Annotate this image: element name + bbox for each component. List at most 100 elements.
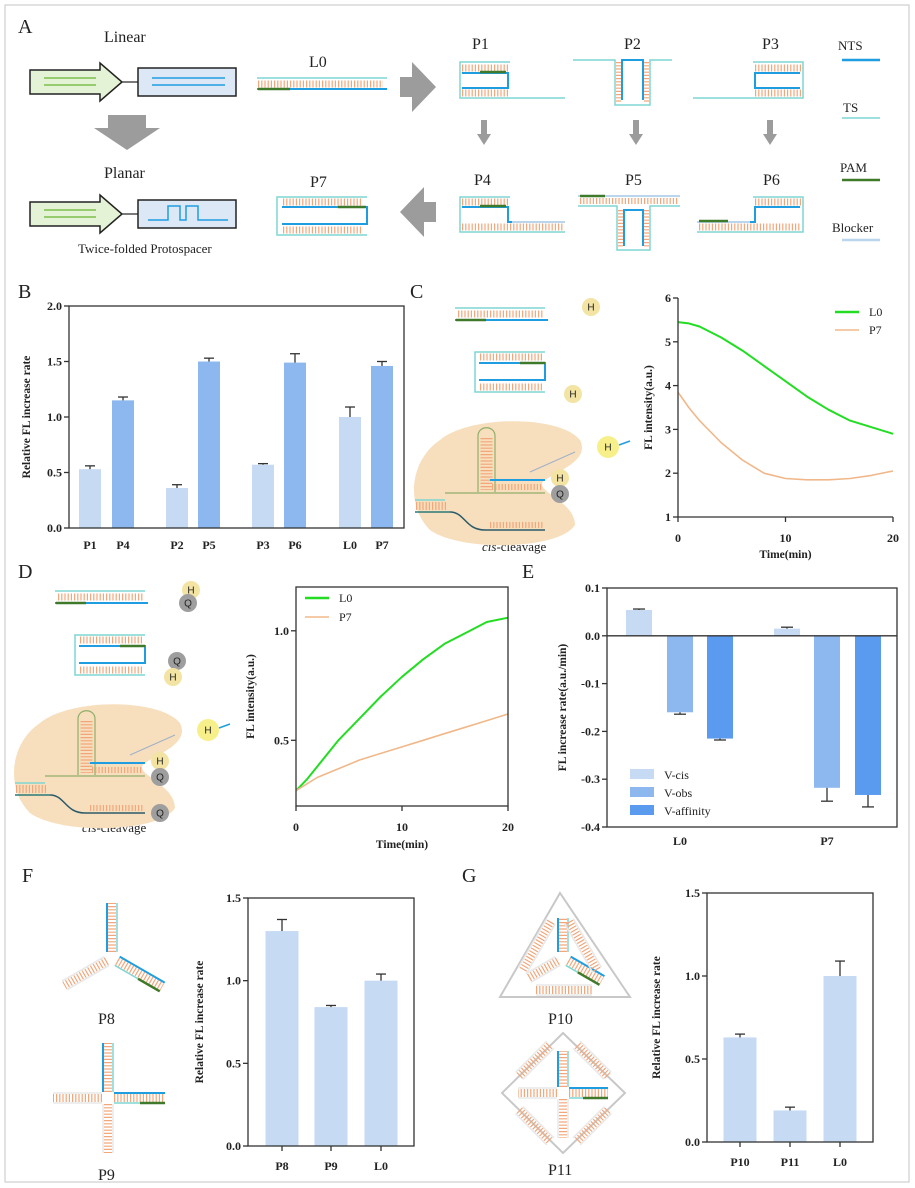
released-hex-fluorophore: H	[597, 436, 619, 458]
circle-letter: H	[569, 390, 576, 401]
structure-label-p3: P3	[762, 36, 779, 53]
circle	[564, 385, 582, 403]
strand	[66, 964, 110, 991]
strand	[526, 923, 556, 973]
circle	[551, 485, 569, 503]
bar-p5	[198, 361, 220, 528]
y-tick-label: 1.5	[47, 355, 62, 369]
hex-fluorophore: H	[564, 385, 582, 403]
y-axis-label: Relative FL increase rate	[194, 961, 206, 1084]
bar-p9	[314, 1007, 348, 1146]
bar-p3	[252, 464, 274, 528]
x-tick-label: 20	[502, 820, 514, 834]
legend-label: V-cis	[664, 768, 689, 782]
bar-p7-v-affinity	[855, 635, 881, 795]
y-tick-label: 1	[665, 510, 671, 524]
line-series-p7	[677, 391, 894, 481]
quencher: Q	[151, 768, 169, 786]
protospacer-box	[137, 67, 237, 97]
panel-label-c: C	[410, 281, 423, 303]
bar-p1	[79, 469, 101, 528]
helix-arm	[114, 955, 166, 993]
cleaved-fragment	[218, 723, 231, 729]
helix-arm	[525, 956, 561, 983]
strand	[572, 1106, 605, 1139]
helix-arm	[53, 1092, 102, 1104]
circle	[551, 469, 569, 487]
chart-d: 0.5 1.0 FL intensity(a.u.) L0 P7 0 10 20 Time(mi…	[245, 586, 514, 851]
strand	[518, 918, 548, 968]
legend-label: P7	[339, 610, 352, 624]
line-series-l0	[677, 321, 894, 435]
strand	[49, 794, 145, 814]
circle-letter: H	[587, 303, 594, 314]
quencher: Q	[151, 804, 169, 822]
released-hex-fluorophore: H	[197, 719, 219, 741]
circle	[197, 719, 219, 741]
legend-label: V-affinity	[664, 804, 711, 818]
x-tick-label: 0	[293, 820, 299, 834]
y-tick-label: -0.3	[581, 772, 600, 786]
legend-label: P7	[869, 323, 882, 337]
y-tick-label: -0.2	[581, 724, 600, 738]
circle-letter: Q	[556, 490, 564, 501]
x-tick-label: P8	[275, 1159, 288, 1173]
chart-f: 0.0 0.5 1.0 1.5 Relative FL increase rate P8 P…	[194, 891, 415, 1173]
y-tick-label: 1.0	[226, 974, 241, 988]
strand	[449, 511, 545, 531]
circle	[151, 752, 169, 770]
linear-construct	[29, 61, 237, 103]
helix-arm	[572, 1040, 612, 1080]
circle-letter: Q	[173, 657, 181, 668]
figure-border	[4, 4, 910, 1183]
y-axis-label: Relative FL increase rate	[21, 356, 33, 479]
y-axis-label: Relative FL increase rate	[651, 956, 663, 1079]
helix-arm	[102, 1043, 114, 1092]
y-tick-label: 2	[665, 466, 671, 480]
bar-p7-v-cis	[774, 628, 800, 636]
y-tick-label: 0.5	[274, 733, 289, 747]
helix-arm	[572, 1106, 612, 1146]
y-tick-label: 1.5	[226, 891, 241, 905]
pam	[577, 971, 601, 986]
circle	[179, 594, 197, 612]
strand	[525, 956, 556, 975]
y-tick-label: 0.0	[47, 521, 62, 535]
line-series-p7	[295, 713, 509, 792]
panel-label-a: A	[18, 16, 33, 38]
right-arrow-icon	[400, 62, 436, 112]
y-tick-label: -0.4	[581, 820, 600, 834]
bar-l0-v-affinity	[707, 635, 733, 739]
strand	[693, 61, 804, 99]
strand	[623, 209, 644, 246]
strand	[579, 1113, 612, 1146]
plot-frame	[706, 892, 874, 1143]
bar-l0	[823, 976, 857, 1142]
y-tick-label: 0.5	[226, 1056, 241, 1070]
helix-arm	[61, 956, 110, 991]
small-down-arrow-icon	[763, 134, 777, 145]
structure-label-p9: P9	[98, 1167, 115, 1184]
structure-label-p1: P1	[472, 36, 489, 53]
chart-c: 1 2 3 4 5 6 FL intensity(a.u.) L0 P7 0 10 20 Time(mi…	[643, 291, 899, 561]
plot-frame	[247, 897, 415, 1147]
base-pair-rungs	[516, 1041, 554, 1079]
panel-label-f: F	[22, 865, 33, 887]
legend-swatch	[630, 769, 654, 779]
helix-arm	[518, 918, 556, 973]
promoter-arrow-icon	[29, 193, 124, 235]
circle-letter: H	[187, 586, 194, 597]
cas12a-protein	[13, 704, 182, 829]
structure-label-p5: P5	[625, 172, 642, 189]
strand	[754, 72, 800, 89]
strand	[522, 1106, 555, 1139]
bar-p8	[265, 931, 299, 1146]
strand	[697, 196, 804, 233]
circle-letter: H	[156, 757, 163, 768]
helix-arm	[102, 1104, 114, 1153]
base-pair-rungs	[566, 957, 604, 984]
helix-arm	[106, 903, 118, 952]
circle-letter: H	[169, 673, 176, 684]
y-tick-label: 1.0	[47, 410, 62, 424]
